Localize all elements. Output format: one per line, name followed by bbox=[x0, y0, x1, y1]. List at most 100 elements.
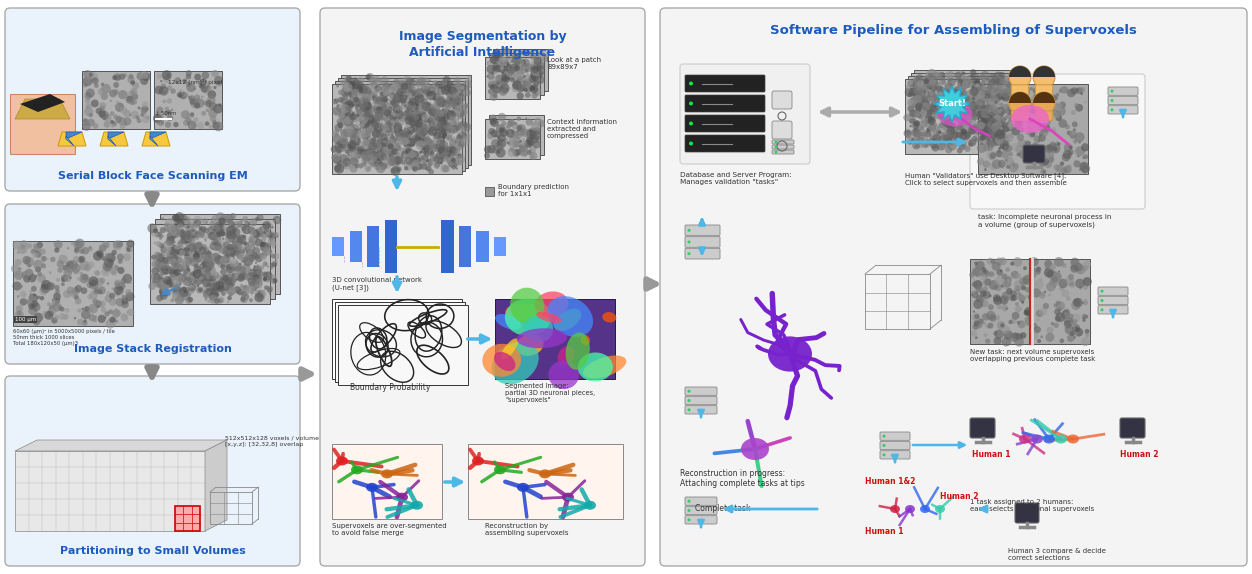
Circle shape bbox=[1111, 108, 1113, 111]
Circle shape bbox=[992, 98, 997, 102]
Circle shape bbox=[446, 87, 448, 90]
Circle shape bbox=[909, 109, 918, 119]
Circle shape bbox=[990, 139, 999, 146]
Circle shape bbox=[156, 107, 164, 114]
Circle shape bbox=[993, 125, 1002, 134]
Circle shape bbox=[948, 141, 957, 150]
Circle shape bbox=[85, 99, 90, 104]
Circle shape bbox=[362, 119, 371, 128]
Circle shape bbox=[1018, 294, 1025, 302]
Polygon shape bbox=[108, 136, 116, 146]
Circle shape bbox=[384, 123, 387, 126]
Circle shape bbox=[177, 273, 183, 280]
Circle shape bbox=[210, 269, 215, 274]
Circle shape bbox=[531, 60, 537, 67]
Circle shape bbox=[250, 230, 257, 236]
Circle shape bbox=[239, 249, 245, 254]
Circle shape bbox=[988, 327, 990, 329]
Circle shape bbox=[444, 84, 452, 91]
Circle shape bbox=[989, 129, 998, 138]
Circle shape bbox=[202, 271, 212, 280]
Circle shape bbox=[353, 98, 361, 106]
Circle shape bbox=[1002, 152, 1009, 160]
Circle shape bbox=[454, 77, 461, 83]
Circle shape bbox=[71, 242, 74, 245]
Circle shape bbox=[401, 137, 409, 145]
Circle shape bbox=[983, 115, 988, 119]
Circle shape bbox=[48, 282, 55, 290]
Circle shape bbox=[994, 138, 1002, 146]
Circle shape bbox=[381, 87, 383, 89]
Circle shape bbox=[447, 147, 452, 152]
Circle shape bbox=[212, 242, 222, 251]
Circle shape bbox=[248, 254, 255, 262]
Circle shape bbox=[220, 223, 224, 228]
Circle shape bbox=[1040, 292, 1045, 297]
Circle shape bbox=[438, 141, 448, 150]
Polygon shape bbox=[141, 132, 170, 146]
Circle shape bbox=[511, 56, 517, 62]
Circle shape bbox=[270, 274, 277, 281]
Bar bbox=[493, 49, 548, 91]
Circle shape bbox=[436, 154, 446, 163]
Circle shape bbox=[411, 107, 416, 111]
Circle shape bbox=[272, 278, 277, 284]
Circle shape bbox=[404, 95, 408, 98]
Circle shape bbox=[944, 139, 948, 143]
Circle shape bbox=[950, 127, 954, 131]
Circle shape bbox=[456, 154, 462, 160]
Circle shape bbox=[974, 322, 980, 329]
Circle shape bbox=[391, 141, 399, 149]
Circle shape bbox=[982, 145, 988, 152]
Circle shape bbox=[374, 146, 382, 153]
Circle shape bbox=[972, 282, 977, 287]
Circle shape bbox=[423, 138, 433, 147]
Circle shape bbox=[358, 156, 361, 159]
Circle shape bbox=[259, 265, 264, 270]
Circle shape bbox=[464, 110, 468, 113]
Circle shape bbox=[208, 267, 212, 272]
Circle shape bbox=[121, 301, 129, 308]
Circle shape bbox=[222, 283, 230, 291]
Circle shape bbox=[159, 266, 169, 276]
FancyBboxPatch shape bbox=[880, 432, 910, 440]
Circle shape bbox=[916, 122, 925, 130]
Circle shape bbox=[253, 277, 260, 284]
Circle shape bbox=[331, 146, 338, 153]
Circle shape bbox=[349, 130, 359, 139]
Circle shape bbox=[978, 111, 984, 117]
Circle shape bbox=[426, 144, 432, 149]
Circle shape bbox=[1044, 260, 1052, 268]
Bar bbox=[495, 299, 615, 379]
Circle shape bbox=[84, 70, 91, 78]
Circle shape bbox=[56, 260, 64, 267]
Circle shape bbox=[110, 111, 114, 116]
Circle shape bbox=[1082, 319, 1085, 322]
Circle shape bbox=[995, 129, 1005, 139]
Circle shape bbox=[453, 82, 463, 92]
Circle shape bbox=[265, 231, 269, 235]
Text: 60x60 (μm)² in 5000x5000 pixels / tile
50nm thick 1000 slices
Total 180x120x50 (: 60x60 (μm)² in 5000x5000 pixels / tile 5… bbox=[13, 329, 115, 346]
Circle shape bbox=[382, 96, 388, 102]
Circle shape bbox=[381, 88, 391, 98]
Circle shape bbox=[392, 168, 397, 173]
FancyBboxPatch shape bbox=[5, 376, 300, 566]
Circle shape bbox=[379, 95, 386, 101]
Circle shape bbox=[123, 73, 128, 77]
Circle shape bbox=[977, 158, 984, 165]
Circle shape bbox=[911, 129, 920, 137]
Circle shape bbox=[372, 139, 379, 148]
Circle shape bbox=[393, 93, 402, 103]
Circle shape bbox=[346, 79, 351, 83]
Circle shape bbox=[1028, 275, 1034, 281]
Circle shape bbox=[156, 269, 160, 272]
Circle shape bbox=[985, 98, 990, 104]
Circle shape bbox=[1020, 281, 1024, 285]
Circle shape bbox=[228, 288, 235, 296]
Circle shape bbox=[513, 149, 521, 156]
Circle shape bbox=[165, 286, 169, 290]
Circle shape bbox=[239, 241, 244, 245]
Circle shape bbox=[141, 72, 150, 81]
Circle shape bbox=[988, 123, 998, 133]
Circle shape bbox=[242, 224, 252, 234]
